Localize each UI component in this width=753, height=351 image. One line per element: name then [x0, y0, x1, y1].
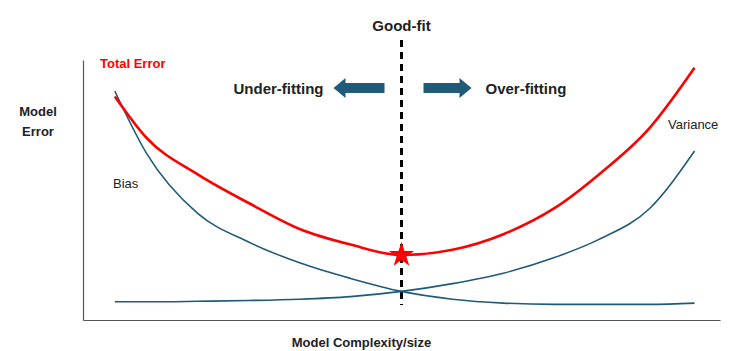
good-fit-star — [389, 242, 414, 266]
series-line — [115, 91, 695, 304]
texts: Good-fit Under-fitting Over-fitting Total E… — [19, 17, 718, 350]
good-fit-label: Good-fit — [372, 17, 430, 34]
y-axis-title: Model Error — [19, 104, 57, 139]
over-fitting-label: Over-fitting — [486, 80, 567, 97]
series-label: Bias — [113, 176, 139, 191]
series-line — [115, 68, 695, 255]
y-axis — [83, 61, 84, 321]
y-axis-title-line: Error — [22, 124, 54, 139]
good-fit-line — [400, 40, 403, 305]
arrow — [334, 78, 385, 98]
series-label: Variance — [668, 117, 718, 132]
series-line — [115, 151, 695, 302]
y-axis-line — [83, 61, 84, 321]
arrow — [424, 78, 472, 98]
x-axis-line — [84, 320, 721, 321]
plot-area — [115, 68, 695, 305]
x-axis-title: Model Complexity/size — [292, 335, 431, 350]
series-label: Total Error — [100, 56, 166, 71]
chart: Good-fit Under-fitting Over-fitting Total E… — [0, 0, 753, 351]
under-fitting-label: Under-fitting — [234, 80, 324, 97]
y-axis-title-line: Model — [19, 104, 57, 119]
x-axis — [84, 320, 721, 321]
